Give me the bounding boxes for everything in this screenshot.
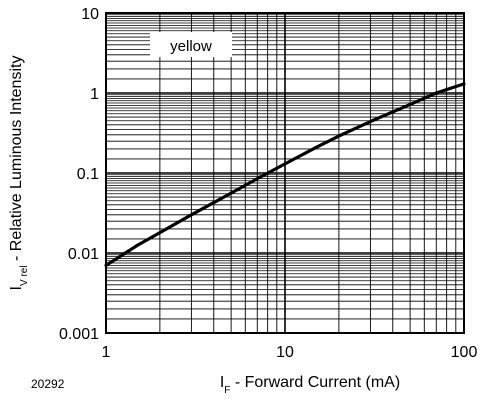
y-axis-label-sub: V rel [19,265,30,286]
y-tick-labels: 0.001 0.01 0.1 1 10 [59,6,99,343]
y-axis-label-main: I [8,286,25,290]
y-tick-label: 1 [90,86,99,103]
y-tick-label: 10 [81,6,99,23]
y-tick-label: 0.01 [68,246,99,263]
y-axis-label: IV rel - Relative Luminous Intensity [8,56,30,291]
y-axis-label-rest: - Relative Luminous Intensity [8,56,25,266]
grid [106,13,464,333]
plot-area-frame [105,12,465,334]
legend: yellow [150,32,232,57]
x-tick-label: 10 [276,344,294,361]
legend-label: yellow [170,38,212,55]
legend-box [150,32,232,57]
figure-id: 20292 [31,377,65,391]
x-tick-label: 1 [102,344,111,361]
y-tick-label: 0.001 [59,326,99,343]
series-layer [104,82,466,267]
x-axis-label: IF - Forward Current (mA) [220,374,400,396]
x-axis-label-rest: - Forward Current (mA) [230,374,400,391]
x-tick-labels: 1 10 100 [102,344,478,361]
x-tick-label: 100 [451,344,478,361]
x-axis-label-sub: F [224,385,230,396]
series-line [104,82,466,267]
y-tick-label: 0.1 [77,166,99,183]
x-axis-label-main: I [220,374,224,391]
